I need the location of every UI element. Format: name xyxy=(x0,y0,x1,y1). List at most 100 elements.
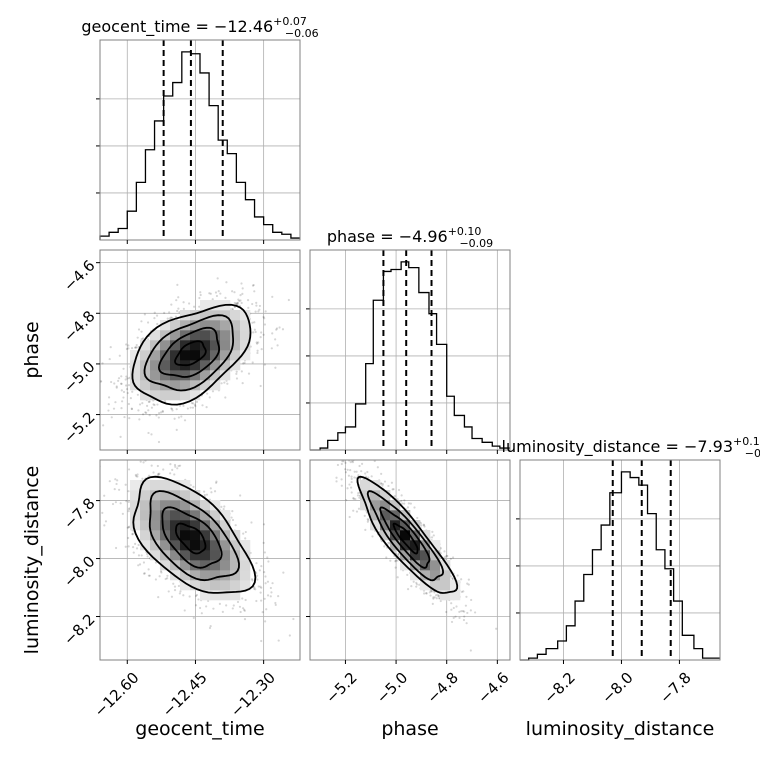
sample-point xyxy=(153,311,156,314)
sample-point xyxy=(130,346,134,350)
sample-point xyxy=(101,362,104,365)
sample-point xyxy=(208,626,212,630)
sample-point xyxy=(435,597,438,600)
sample-point xyxy=(470,598,473,602)
sample-point xyxy=(422,524,426,527)
density-cell xyxy=(130,350,141,361)
density-cell xyxy=(140,520,151,531)
sample-point xyxy=(140,320,143,323)
sample-point xyxy=(147,568,150,571)
sample-point xyxy=(274,338,277,341)
density-cell xyxy=(180,480,191,491)
sample-point xyxy=(244,537,247,540)
sample-point xyxy=(118,354,121,357)
density-cell xyxy=(130,520,141,531)
sample-point xyxy=(159,411,163,414)
sample-point xyxy=(415,585,418,588)
sample-point xyxy=(274,601,277,605)
sample-point xyxy=(231,290,234,293)
density-cell xyxy=(200,570,211,581)
sample-point xyxy=(170,303,173,306)
sample-point xyxy=(243,609,246,612)
density-cell xyxy=(220,540,231,551)
sample-point xyxy=(445,554,448,558)
sample-point xyxy=(207,599,210,602)
sample-point xyxy=(351,461,355,464)
sample-point xyxy=(154,561,158,564)
sample-point xyxy=(357,492,360,495)
sample-point xyxy=(180,415,183,418)
density-cell xyxy=(170,320,181,331)
density-cell xyxy=(200,380,211,391)
sample-point xyxy=(199,291,202,294)
density-cell xyxy=(230,580,241,591)
sample-point xyxy=(108,480,111,483)
sample-point xyxy=(213,490,217,493)
density-cell xyxy=(140,530,151,541)
sample-point xyxy=(115,457,117,459)
sample-point xyxy=(458,616,461,619)
sample-point xyxy=(236,301,239,304)
sample-point xyxy=(148,574,151,577)
sample-point xyxy=(239,294,242,297)
density-cell xyxy=(180,320,191,331)
sample-point xyxy=(235,377,239,380)
sample-point xyxy=(241,292,244,296)
sample-point xyxy=(176,467,179,470)
density-cell xyxy=(160,360,171,371)
density-cell xyxy=(150,530,161,541)
sample-point xyxy=(127,500,130,504)
sample-point xyxy=(138,563,142,566)
density-cell xyxy=(170,510,181,521)
sample-point xyxy=(177,446,179,448)
sample-point xyxy=(128,416,131,420)
panel-title-geocent_time: geocent_time = −12.46+0.07 −0.06 xyxy=(81,15,318,40)
sample-point xyxy=(150,464,153,467)
sample-point xyxy=(355,510,359,513)
sample-point xyxy=(146,555,149,558)
sample-point xyxy=(422,523,425,526)
sample-point xyxy=(110,416,113,419)
sample-point xyxy=(123,415,126,419)
density-cell xyxy=(210,590,221,601)
density-cell xyxy=(220,550,231,561)
sample-point xyxy=(121,400,124,403)
sample-point xyxy=(182,594,185,597)
sample-point xyxy=(200,612,203,615)
sample-point xyxy=(387,541,390,545)
density-cell xyxy=(150,370,161,381)
panel-frame xyxy=(99,39,301,241)
sample-point xyxy=(237,298,240,301)
sample-point xyxy=(262,315,265,319)
sample-point xyxy=(178,311,181,314)
sample-point xyxy=(467,578,470,581)
sample-point xyxy=(231,307,234,310)
sample-point xyxy=(158,575,161,578)
sample-point xyxy=(101,511,104,514)
sample-point xyxy=(223,505,226,508)
density-cell xyxy=(160,520,171,531)
sample-point xyxy=(253,290,256,293)
sample-point xyxy=(244,530,247,534)
sample-point xyxy=(111,502,115,506)
sample-point xyxy=(281,328,285,331)
sample-point xyxy=(147,431,150,435)
density-cell xyxy=(150,520,161,531)
sample-point xyxy=(353,470,356,473)
sample-point xyxy=(130,407,134,411)
sample-point xyxy=(257,310,260,313)
sample-point xyxy=(130,407,133,410)
density-cell xyxy=(230,310,241,321)
sample-point xyxy=(125,375,128,378)
sample-point xyxy=(198,296,201,300)
sample-point xyxy=(142,461,145,464)
sample-point xyxy=(168,311,171,314)
sample-point xyxy=(124,483,127,486)
sample-point xyxy=(140,554,143,557)
sample-point xyxy=(115,482,118,486)
sample-point xyxy=(450,608,453,611)
sample-point xyxy=(255,341,258,344)
sample-point xyxy=(126,526,129,529)
density-cell xyxy=(130,500,141,511)
density-cell xyxy=(190,360,201,371)
